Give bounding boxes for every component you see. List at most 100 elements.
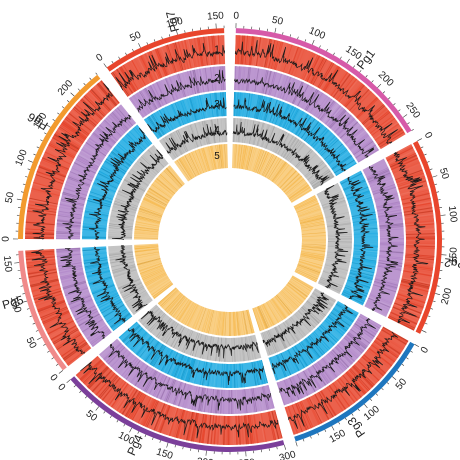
tick-mark [346, 58, 350, 64]
heat-stripe [295, 268, 319, 279]
heat-stripe [134, 238, 159, 240]
tick-mark [407, 122, 410, 125]
heat-stripe [347, 277, 372, 286]
heat-stripe [313, 175, 334, 189]
heat-stripe [237, 311, 241, 336]
heat-stripe [246, 119, 252, 144]
track-line [165, 123, 228, 154]
heat-stripe [203, 414, 209, 444]
heat-stripe [227, 389, 229, 414]
heat-stripe [279, 104, 290, 127]
heat-stripe [116, 193, 140, 204]
tick-mark [27, 168, 31, 170]
tick-mark [357, 408, 360, 412]
track-line [234, 40, 398, 144]
heat-stripe [303, 53, 318, 81]
heat-stripe [180, 356, 190, 380]
heat-stripe [317, 62, 333, 88]
tick-mark [386, 382, 390, 385]
heat-stripe [212, 337, 217, 361]
heat-stripe [150, 280, 171, 295]
track-line [323, 184, 349, 289]
tick-mark [427, 315, 431, 318]
heat-stripe [334, 115, 353, 134]
heat-stripe [203, 309, 211, 333]
heat-stripe [288, 282, 308, 297]
heat-stripe [297, 402, 309, 430]
heat-stripe [326, 386, 344, 412]
track-5-pg5 [134, 243, 174, 300]
heat-stripe [276, 354, 286, 378]
heat-stripe [108, 233, 133, 236]
heat-stripe [28, 198, 58, 206]
heat-stripe [187, 71, 194, 95]
heat-stripe [213, 415, 217, 445]
heat-stripe [329, 351, 346, 371]
heat-stripe [353, 324, 374, 340]
heat-stripe [124, 177, 146, 191]
heat-stripe [66, 178, 90, 188]
heat-stripe [56, 249, 81, 252]
heat-stripe [327, 223, 351, 228]
heat-stripe [353, 252, 378, 256]
track-2-pg1 [234, 66, 380, 163]
heat-stripe [341, 294, 364, 306]
heat-stripe [372, 343, 397, 362]
heat-stripe [315, 362, 330, 384]
heat-stripe [85, 267, 110, 274]
heat-stripe [246, 93, 251, 118]
heat-stripe [351, 366, 373, 388]
heat-stripe [105, 117, 124, 136]
track-line [234, 77, 375, 158]
heat-stripe [375, 277, 399, 285]
heat-stripe [224, 144, 227, 169]
tick-label-pg2: 0 [422, 130, 435, 140]
tick-mark [297, 36, 299, 40]
heat-stripe [239, 144, 244, 169]
heat-stripe [85, 93, 107, 115]
heat-stripe [165, 168, 183, 187]
heat-stripe [263, 154, 275, 177]
heat-stripe [271, 328, 283, 351]
track-1-pg5 [25, 249, 92, 367]
heat-stripe [151, 345, 166, 367]
tick-mark [324, 429, 327, 433]
heat-stripe [145, 193, 168, 206]
heat-stripe [261, 304, 272, 327]
heat-stripe [349, 88, 370, 111]
heat-stripe [125, 177, 146, 190]
heat-stripe [152, 374, 165, 397]
heat-stripe [401, 277, 431, 285]
heat-stripe [88, 194, 112, 203]
heat-stripe [217, 311, 222, 336]
heat-stripe [335, 162, 357, 176]
heat-stripe [327, 232, 352, 235]
heat-stripe [198, 387, 204, 412]
tick-mark [282, 32, 284, 35]
heat-stripe [62, 193, 86, 201]
tick-mark [393, 103, 396, 106]
heat-stripe [86, 366, 109, 388]
heat-stripe [141, 267, 164, 278]
heat-stripe [41, 157, 70, 170]
heat-stripe [378, 332, 405, 350]
heat-stripe [296, 203, 319, 213]
heat-stripe [252, 361, 258, 386]
tick-mark [14, 262, 20, 264]
heat-stripe [29, 197, 58, 205]
heat-stripe [222, 144, 225, 169]
heat-stripe [183, 411, 191, 440]
heat-stripe [352, 260, 376, 265]
heat-stripe [300, 400, 314, 428]
heat-stripe [258, 96, 266, 120]
heat-stripe [53, 133, 80, 150]
heat-stripe [250, 335, 257, 360]
track-line [32, 83, 113, 240]
heat-stripe [205, 335, 211, 360]
heat-stripe [287, 108, 300, 131]
heat-stripe [306, 90, 320, 112]
tick-mark [432, 175, 438, 178]
heat-stripe [244, 35, 249, 65]
heat-stripe [251, 362, 257, 386]
